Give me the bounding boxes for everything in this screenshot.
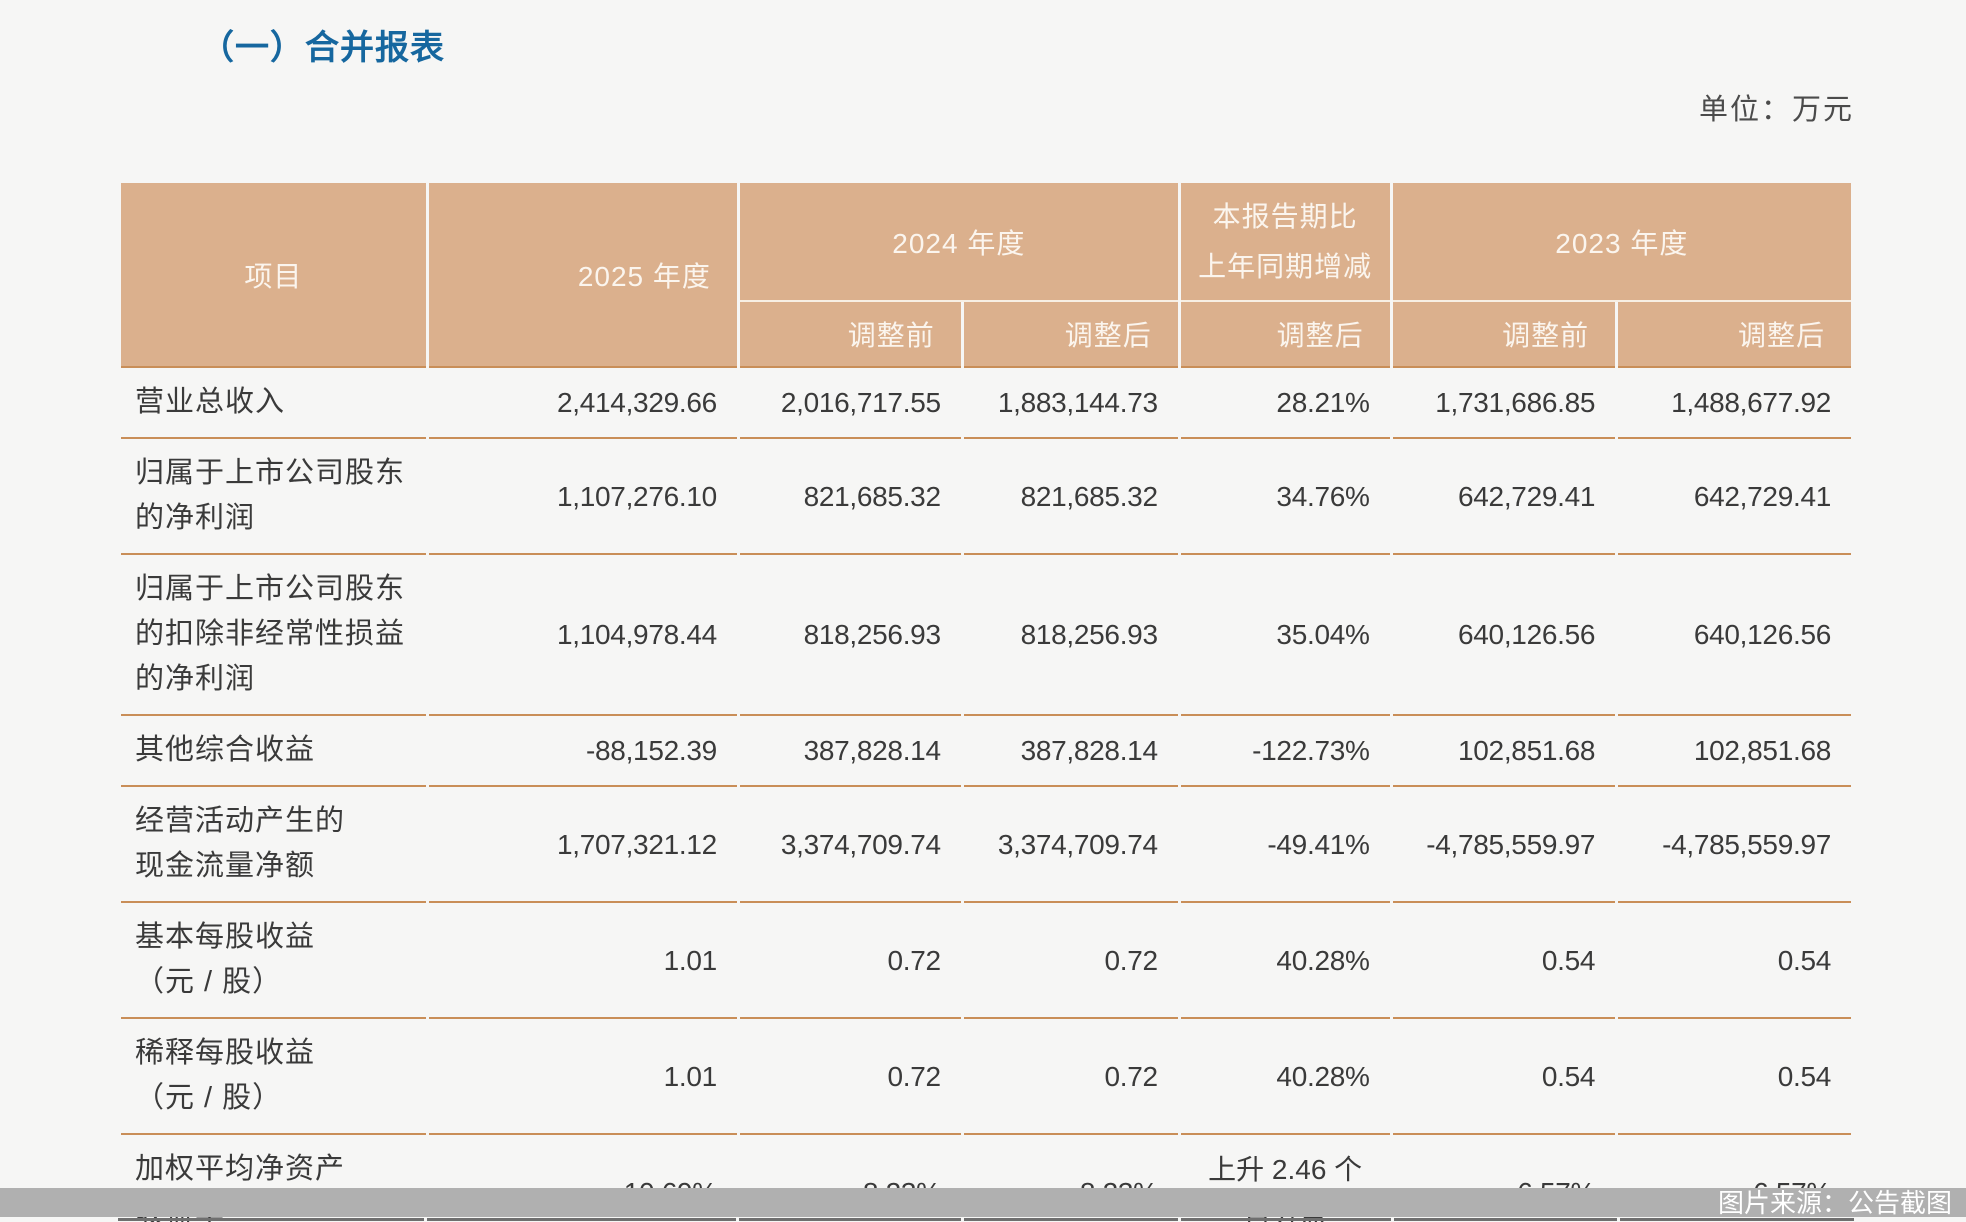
cell-2023-before: -4,785,559.97 <box>1392 787 1616 903</box>
row-label: 基本每股收益 （元 / 股） <box>121 903 426 1019</box>
subheader-2023-after: 调整后 <box>1618 302 1851 368</box>
row-label: 经营活动产生的 现金流量净额 <box>121 787 426 903</box>
watermark-bar: 图片来源：公告截图 <box>0 1188 1966 1218</box>
cell-2024-before: 821,685.32 <box>739 439 961 555</box>
table-row: 经营活动产生的 现金流量净额 1,707,321.12 3,374,709.74… <box>121 787 1851 903</box>
row-label: 归属于上市公司股东 的扣除非经常性损益 的净利润 <box>121 555 426 716</box>
cell-2023-before: 1,731,686.85 <box>1392 368 1616 439</box>
section-title: （一）合并报表 <box>200 29 445 67</box>
cell-2025: 2,414,329.66 <box>428 368 737 439</box>
cell-2024-before: 3,374,709.74 <box>739 787 961 903</box>
clipped-row-divider <box>118 1218 1854 1221</box>
cell-change: 34.76% <box>1180 439 1390 555</box>
subheader-2024-before: 调整前 <box>739 302 961 368</box>
table-row: 归属于上市公司股东 的净利润 1,107,276.10 821,685.32 8… <box>121 439 1851 555</box>
cell-2024-after: 821,685.32 <box>963 439 1178 555</box>
cell-2023-before: 102,851.68 <box>1392 716 1616 787</box>
cell-2024-before: 2,016,717.55 <box>739 368 961 439</box>
cell-2024-before: 818,256.93 <box>739 555 961 716</box>
cell-2025: 1.01 <box>428 903 737 1019</box>
cell-2023-after: 102,851.68 <box>1618 716 1851 787</box>
unit-label: 单位：万元 <box>1698 94 1854 126</box>
header-2024-group: 2024 年度 <box>739 183 1178 302</box>
table-row: 归属于上市公司股东 的扣除非经常性损益 的净利润 1,104,978.44 81… <box>121 555 1851 716</box>
cell-2023-before: 640,126.56 <box>1392 555 1616 716</box>
cell-2023-after: -4,785,559.97 <box>1618 787 1851 903</box>
row-label: 稀释每股收益 （元 / 股） <box>121 1019 426 1135</box>
row-label: 归属于上市公司股东 的净利润 <box>121 439 426 555</box>
cell-change: 40.28% <box>1180 1019 1390 1135</box>
financial-table-container: 项目 2025 年度 2024 年度 本报告期比 上年同期增减 2023 年度 … <box>118 183 1854 1222</box>
cell-2025: 1,707,321.12 <box>428 787 737 903</box>
cell-2024-after: 0.72 <box>963 903 1178 1019</box>
subheader-2024-after: 调整后 <box>963 302 1178 368</box>
cell-2024-before: 387,828.14 <box>739 716 961 787</box>
row-label: 其他综合收益 <box>121 716 426 787</box>
cell-change: -122.73% <box>1180 716 1390 787</box>
cell-2025: 1,107,276.10 <box>428 439 737 555</box>
cell-2024-after: 0.72 <box>963 1019 1178 1135</box>
cell-2025: 1,104,978.44 <box>428 555 737 716</box>
cell-2024-after: 1,883,144.73 <box>963 368 1178 439</box>
cell-2023-after: 1,488,677.92 <box>1618 368 1851 439</box>
header-2023-group: 2023 年度 <box>1392 183 1851 302</box>
cell-change: 35.04% <box>1180 555 1390 716</box>
cell-2023-after: 0.54 <box>1618 1019 1851 1135</box>
cell-2023-after: 642,729.41 <box>1618 439 1851 555</box>
cell-2023-after: 640,126.56 <box>1618 555 1851 716</box>
cell-2024-after: 818,256.93 <box>963 555 1178 716</box>
cell-2023-before: 642,729.41 <box>1392 439 1616 555</box>
table-row: 稀释每股收益 （元 / 股） 1.01 0.72 0.72 40.28% 0.5… <box>121 1019 1851 1135</box>
financial-table: 项目 2025 年度 2024 年度 本报告期比 上年同期增减 2023 年度 … <box>118 183 1854 1222</box>
row-label: 营业总收入 <box>121 368 426 439</box>
header-item: 项目 <box>121 183 426 368</box>
cell-2023-before: 0.54 <box>1392 1019 1616 1135</box>
cell-2023-after: 0.54 <box>1618 903 1851 1019</box>
subheader-2023-before: 调整前 <box>1392 302 1616 368</box>
cell-change: 28.21% <box>1180 368 1390 439</box>
cell-2023-before: 0.54 <box>1392 903 1616 1019</box>
table-row: 营业总收入 2,414,329.66 2,016,717.55 1,883,14… <box>121 368 1851 439</box>
cell-2024-after: 3,374,709.74 <box>963 787 1178 903</box>
image-source-label: 图片来源：公告截图 <box>1717 1188 1952 1218</box>
cell-2024-before: 0.72 <box>739 1019 961 1135</box>
cell-change: -49.41% <box>1180 787 1390 903</box>
cell-2025: -88,152.39 <box>428 716 737 787</box>
table-row: 其他综合收益 -88,152.39 387,828.14 387,828.14 … <box>121 716 1851 787</box>
cell-2024-before: 0.72 <box>739 903 961 1019</box>
cell-change: 40.28% <box>1180 903 1390 1019</box>
cell-2025: 1.01 <box>428 1019 737 1135</box>
subheader-change-after: 调整后 <box>1180 302 1390 368</box>
header-change-group: 本报告期比 上年同期增减 <box>1180 183 1390 302</box>
table-row: 基本每股收益 （元 / 股） 1.01 0.72 0.72 40.28% 0.5… <box>121 903 1851 1019</box>
header-2025: 2025 年度 <box>428 183 737 368</box>
cell-2024-after: 387,828.14 <box>963 716 1178 787</box>
